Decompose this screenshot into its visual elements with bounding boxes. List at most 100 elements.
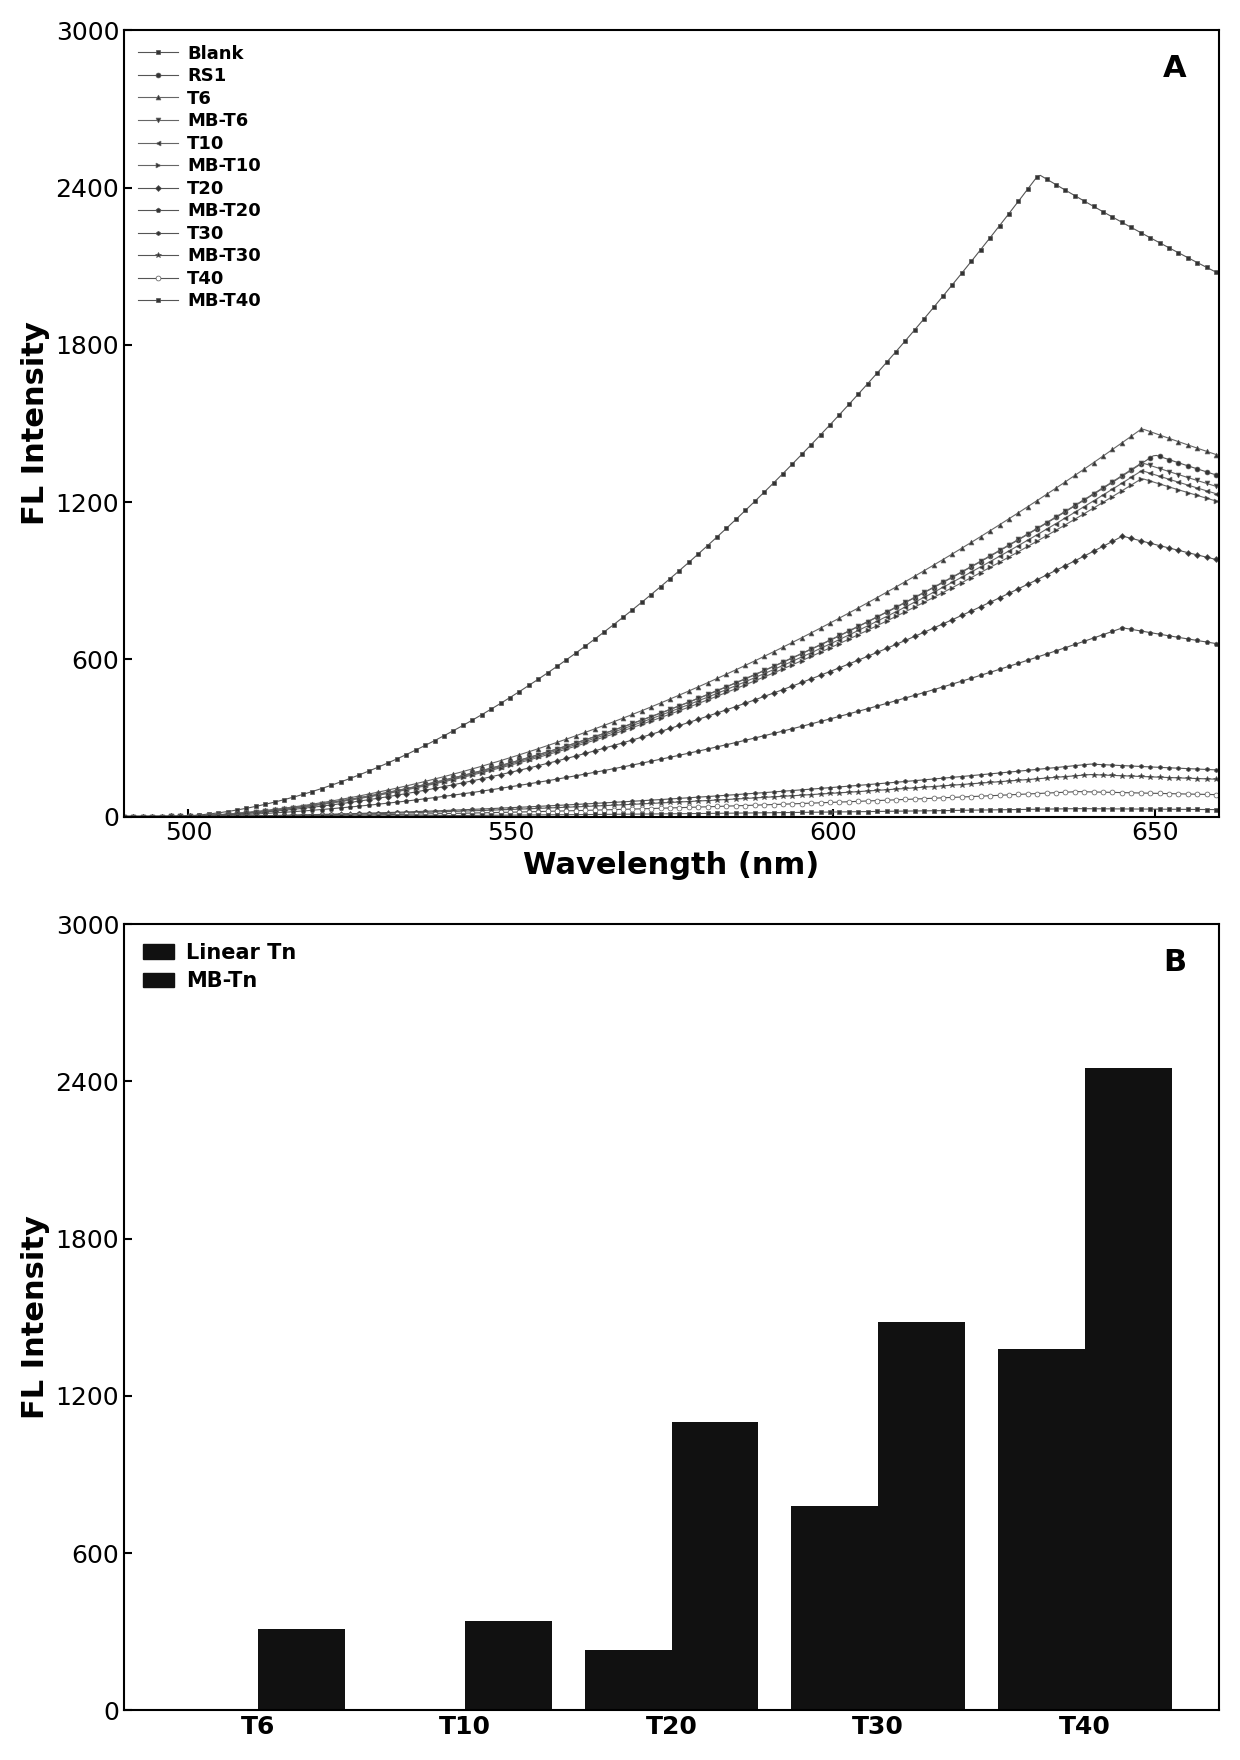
T6: [621, 706, 636, 727]
Line: MB-T30: MB-T30: [122, 773, 1221, 818]
MB-T40: [621, 804, 636, 825]
MB-T10: [408, 778, 423, 799]
MB-T20: [1199, 632, 1214, 653]
MB-T40: [1199, 799, 1214, 820]
MB-T30: [621, 794, 636, 815]
Bar: [258, 1630, 345, 1711]
MB-T20: [701, 739, 715, 760]
Line: Blank: Blank: [122, 172, 1221, 818]
T40: [1168, 783, 1183, 804]
Text: A: A: [1163, 55, 1187, 83]
T40: [117, 806, 131, 827]
MB-T30: [1211, 769, 1226, 790]
Y-axis label: FL Intensity: FL Intensity: [21, 322, 50, 524]
Y-axis label: FL Intensity: FL Intensity: [21, 1216, 50, 1419]
Legend: Linear Tn, MB-Tn: Linear Tn, MB-Tn: [134, 935, 305, 1000]
T30: [117, 806, 131, 827]
T20: [117, 806, 131, 827]
MB-T6: [1168, 463, 1183, 484]
RS1: [701, 685, 715, 706]
Line: T40: T40: [122, 788, 1221, 818]
T40: [1199, 783, 1214, 804]
T20: [408, 781, 423, 803]
Text: B: B: [1163, 947, 1187, 977]
RS1: [117, 806, 131, 827]
T30: [621, 790, 636, 811]
MB-T40: [701, 803, 715, 824]
T10: [763, 660, 777, 681]
T10: [1136, 461, 1151, 482]
T6: [701, 672, 715, 693]
T6: [1136, 419, 1151, 440]
Line: RS1: RS1: [122, 452, 1221, 818]
T10: [1211, 484, 1226, 505]
T10: [117, 806, 131, 827]
Legend: Blank, RS1, T6, MB-T6, T10, MB-T10, T20, MB-T20, T30, MB-T30, T40, MB-T40: Blank, RS1, T6, MB-T6, T10, MB-T10, T20,…: [133, 39, 267, 315]
T30: [1211, 760, 1226, 781]
Line: T6: T6: [122, 428, 1221, 818]
Blank: [408, 739, 423, 760]
T10: [408, 776, 423, 797]
MB-T10: [1211, 491, 1226, 512]
Bar: [1085, 1068, 1172, 1711]
Blank: [1199, 257, 1214, 278]
T20: [1115, 526, 1130, 547]
T30: [701, 787, 715, 808]
T30: [763, 781, 777, 803]
Blank: [1033, 165, 1048, 187]
T6: [117, 806, 131, 827]
Bar: [672, 1422, 759, 1711]
T6: [1168, 429, 1183, 451]
RS1: [1168, 451, 1183, 472]
MB-T40: [1168, 799, 1183, 820]
MB-T6: [1136, 452, 1151, 473]
MB-T30: [763, 787, 777, 808]
RS1: [408, 776, 423, 797]
MB-T20: [763, 723, 777, 744]
MB-T40: [763, 803, 777, 824]
MB-T10: [1168, 479, 1183, 500]
T30: [408, 801, 423, 822]
RS1: [763, 656, 777, 678]
Bar: [585, 1651, 672, 1711]
T6: [1211, 445, 1226, 466]
Line: T20: T20: [122, 535, 1221, 818]
Bar: [998, 1348, 1085, 1711]
Line: T30: T30: [122, 762, 1221, 818]
T40: [1211, 785, 1226, 806]
T40: [763, 794, 777, 815]
RS1: [1211, 465, 1226, 486]
T40: [621, 799, 636, 820]
X-axis label: Wavelength (nm): Wavelength (nm): [523, 850, 820, 880]
MB-T10: [1199, 488, 1214, 509]
T10: [621, 716, 636, 737]
MB-T6: [408, 776, 423, 797]
MB-T20: [117, 806, 131, 827]
MB-T20: [621, 755, 636, 776]
MB-T30: [1168, 767, 1183, 788]
MB-T30: [1199, 769, 1214, 790]
T20: [1199, 547, 1214, 568]
T10: [1199, 480, 1214, 502]
MB-T10: [701, 690, 715, 711]
MB-T40: [1070, 797, 1085, 818]
T40: [408, 804, 423, 825]
MB-T20: [408, 790, 423, 811]
T30: [1168, 757, 1183, 778]
Blank: [701, 535, 715, 556]
Line: MB-T40: MB-T40: [122, 806, 1221, 818]
Blank: [1211, 264, 1226, 285]
Line: MB-T6: MB-T6: [122, 461, 1221, 818]
T20: [701, 706, 715, 727]
T20: [621, 730, 636, 752]
MB-T40: [117, 806, 131, 827]
MB-T6: [701, 685, 715, 706]
RS1: [1149, 445, 1164, 466]
Blank: [1168, 241, 1183, 262]
T40: [1070, 781, 1085, 803]
T20: [763, 683, 777, 704]
MB-T40: [1211, 799, 1226, 820]
MB-T6: [1199, 473, 1214, 495]
Line: MB-T10: MB-T10: [122, 477, 1221, 818]
MB-T30: [1083, 764, 1097, 785]
